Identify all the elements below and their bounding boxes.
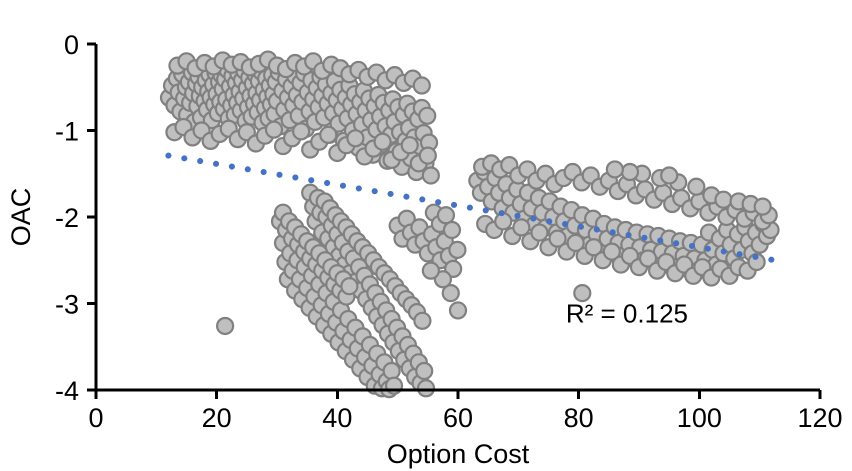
y-axis-tick-labels: 0 -1 -2 -3 -4 [55,30,79,406]
r-squared-annotation: R² = 0.125 [566,299,688,329]
data-point [264,120,284,139]
data-point [620,162,640,182]
x-tick-label: 60 [443,403,473,433]
data-point [442,220,462,240]
data-point [448,240,467,259]
data-point [605,160,624,179]
data-point [373,132,392,151]
data-point [512,218,531,237]
data-point [216,316,235,336]
x-tick-label: 120 [797,403,842,433]
axes-group [87,42,822,399]
data-point [415,361,434,381]
y-axis-title: OAC [6,188,36,247]
data-point [714,190,733,209]
y-tick-label: -3 [55,290,79,320]
y-tick-label: -1 [55,117,79,147]
x-axis-tick-labels: 0 20 40 60 80 100 120 [88,403,842,433]
data-point [412,76,431,95]
trendline [165,152,778,264]
data-point [753,197,772,216]
data-point-group [159,50,780,399]
y-tick-label: -2 [55,203,79,233]
data-point [382,361,401,381]
data-point [400,136,419,155]
data-point [436,206,456,225]
data-point [340,277,359,296]
data-point [494,212,513,231]
data-point [421,166,440,185]
data-point [292,122,311,141]
x-axis-ticks [94,390,822,399]
data-point [660,166,679,185]
data-point [433,270,453,289]
x-tick-label: 20 [202,403,232,433]
data-point [573,284,592,303]
x-tick-label: 100 [677,403,722,433]
data-point [584,238,603,257]
data-point [421,261,440,280]
data-point [566,233,585,253]
data-point [448,301,468,320]
y-tick-label: -4 [55,376,79,406]
x-axis-title: Option Cost [387,439,530,469]
data-point [416,379,436,398]
data-point [638,249,658,268]
data-point [548,229,567,248]
data-point [530,223,549,242]
data-point [418,106,437,125]
data-point [418,146,437,165]
data-point [441,284,460,303]
data-point [413,311,432,330]
data-point [602,242,621,261]
x-tick-label: 80 [564,403,594,433]
y-tick-label: 0 [64,30,79,60]
x-tick-label: 0 [88,403,103,433]
data-point [687,177,706,196]
data-point [346,129,365,148]
data-point [319,125,338,144]
x-tick-label: 40 [322,403,352,433]
